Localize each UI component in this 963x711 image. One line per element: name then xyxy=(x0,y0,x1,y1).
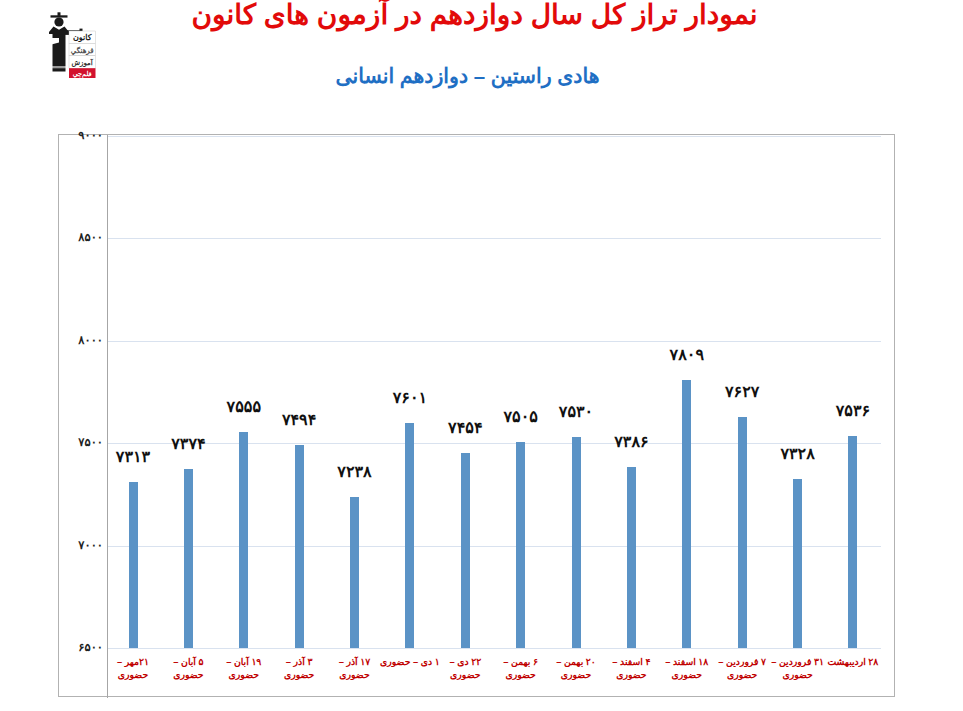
svg-text:کانون: کانون xyxy=(73,33,92,43)
svg-text:فرهنگي: فرهنگي xyxy=(71,46,94,55)
